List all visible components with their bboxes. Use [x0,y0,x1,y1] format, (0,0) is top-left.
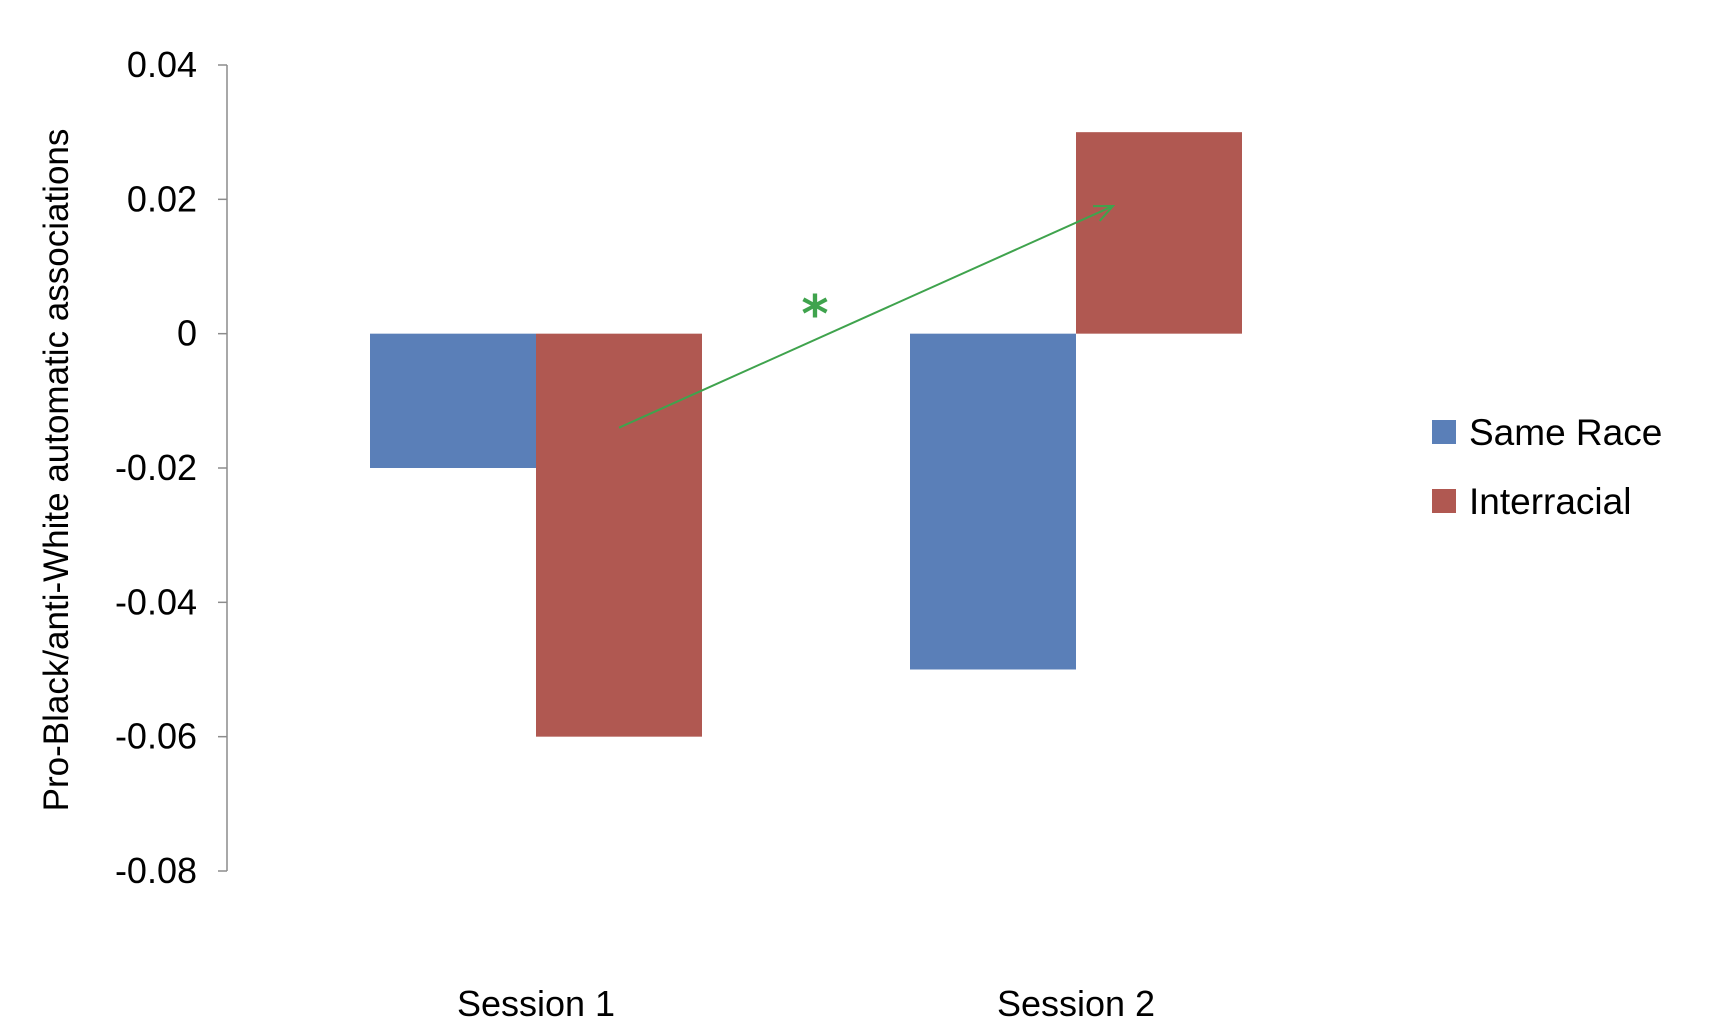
bar-interracial-2 [1076,132,1242,334]
x-tick-label: Session 1 [457,983,615,1024]
bar-same-race-1 [370,333,536,468]
y-tick-label: -0.02 [115,447,197,488]
bar-interracial-1 [536,333,702,737]
bars [370,132,1242,737]
legend-swatch [1432,489,1456,513]
legend-label: Same Race [1469,412,1662,453]
arrow-head [1092,205,1116,222]
y-tick-label: 0.04 [127,44,197,85]
legend: Same Race Interracial [1432,412,1662,522]
y-tick-label: 0.02 [127,178,197,219]
legend-label: Interracial [1469,481,1631,522]
y-tick-label: -0.06 [115,716,197,757]
bar-same-race-2 [910,333,1076,670]
y-axis-title: Pro-Black/anti-White automatic associati… [37,129,76,812]
legend-swatch [1432,420,1456,444]
significance-asterisk: * [801,285,828,345]
x-tick-label: Session 2 [997,983,1155,1024]
y-tick-label: 0 [177,313,197,354]
y-ticks: 0.04 0.02 0 -0.02 -0.04 -0.06 -0.08 [115,44,227,891]
significance-arrow [618,205,1114,429]
y-tick-label: -0.04 [115,581,197,622]
annotations: * [618,205,1116,429]
x-tick-labels: Session 1 Session 2 [457,983,1155,1024]
y-tick-label: -0.08 [115,850,197,891]
